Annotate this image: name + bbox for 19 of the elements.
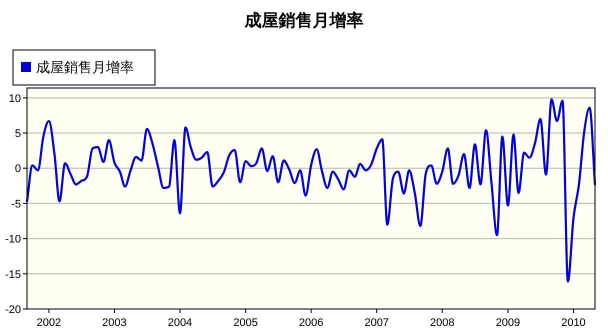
x-tick-label: 2002 [36, 317, 62, 329]
x-tick-label: 2007 [364, 317, 389, 329]
x-tick-label: 2010 [561, 317, 586, 329]
x-tick-label: 2005 [233, 317, 258, 329]
y-tick-label: -20 [5, 304, 21, 316]
legend: 成屋銷售月增率 [12, 50, 156, 86]
y-tick-label: 0 [14, 163, 21, 176]
y-tick-label: 10 [8, 92, 21, 105]
y-tick-label: -15 [5, 268, 21, 281]
x-tick-label: 2008 [430, 317, 454, 329]
y-tick-label: -5 [11, 198, 21, 210]
y-tick-label: 5 [14, 128, 21, 140]
x-tick-label: 2009 [496, 317, 520, 329]
x-tick-label: 2004 [168, 317, 192, 329]
y-tick-label: -10 [5, 234, 21, 246]
legend-label: 成屋銷售月增率 [36, 59, 134, 75]
x-tick-label: 2006 [298, 317, 324, 329]
title: 成屋銷售月增率 [244, 11, 364, 30]
x-tick-label: 2003 [102, 317, 127, 329]
